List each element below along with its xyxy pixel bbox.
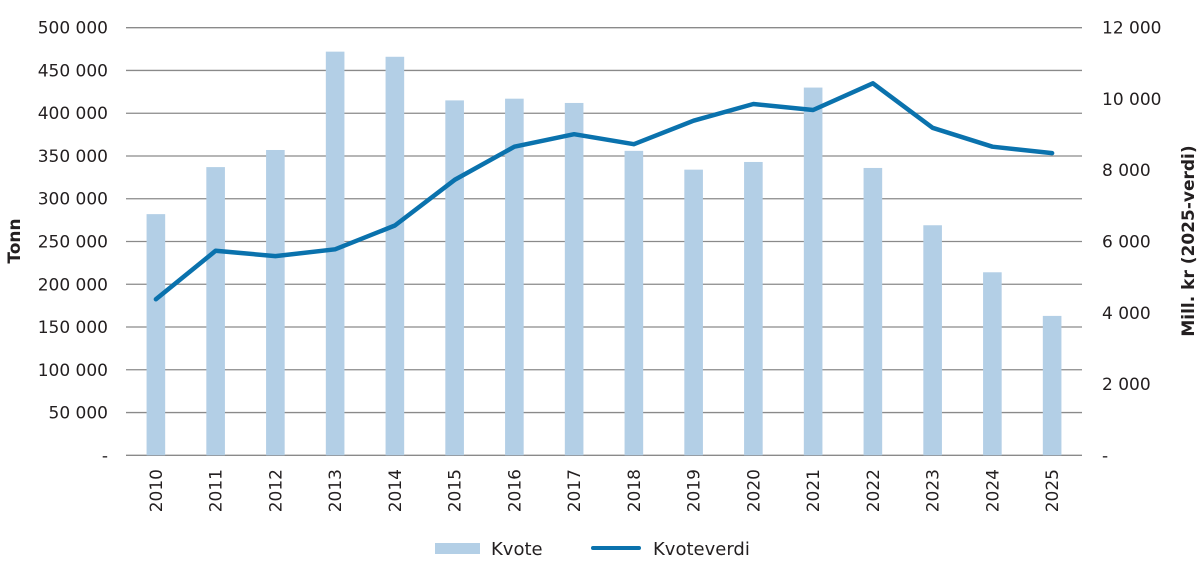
right-tick-label: 2 000 [1102,375,1151,395]
legend-label-kvoteverdi: Kvoteverdi [653,539,750,560]
left-tick-label: 400 000 [38,104,108,124]
bar-2015 [445,100,464,455]
legend-swatch-kvote [435,543,480,554]
left-tick-label: 250 000 [38,233,108,253]
legend: Kvote Kvoteverdi [435,539,750,560]
x-tick-label: 2024 [983,469,1003,512]
legend-label-kvote: Kvote [491,539,543,560]
bar-2012 [266,150,285,455]
x-tick-label: 2011 [207,469,227,512]
left-tick-label: 350 000 [38,147,108,167]
x-tick-label: 2021 [804,469,824,512]
bar-2022 [864,168,883,455]
bar-2021 [804,88,823,456]
x-tick-label: 2018 [625,469,645,512]
left-tick-label: 100 000 [38,361,108,381]
right-tick-label: 10 000 [1102,90,1161,110]
bar-2020 [744,162,763,455]
left-tick-label: 150 000 [38,318,108,338]
bar-2014 [386,57,405,456]
bar-2019 [684,170,703,456]
x-axis-ticks: 2010 2011 2012 2013 2014 2015 2016 2017 2018 2019… [147,469,1063,512]
right-tick-label: 4 000 [1102,304,1151,324]
right-axis-ticks: - 2 000 4 000 6 000 8 000 10 000 12 000 [1102,19,1161,467]
left-tick-label: 300 000 [38,190,108,210]
bar-2024 [983,272,1002,455]
left-tick-label: 500 000 [38,19,108,39]
left-tick-label: - [102,446,108,466]
right-tick-label: 6 000 [1102,233,1151,253]
line-series-kvoteverdi [156,83,1052,299]
right-tick-label: 8 000 [1102,161,1151,181]
bar-2013 [326,52,345,456]
x-tick-label: 2025 [1043,469,1063,512]
x-tick-label: 2012 [266,469,286,512]
bar-2023 [923,225,942,455]
x-tick-label: 2017 [565,469,585,512]
right-axis-label: Mill. kr (2025-verdi) [1179,145,1199,336]
x-tick-label: 2014 [386,469,406,512]
left-tick-label: 50 000 [49,404,108,424]
left-axis-ticks: - 50 000 100 000 150 000 200 000 250 000 300 0… [38,19,108,467]
x-tick-label: 2023 [924,469,944,512]
left-tick-label: 450 000 [38,61,108,81]
x-tick-label: 2013 [326,469,346,512]
x-tick-label: 2010 [147,469,167,512]
right-tick-label: - [1102,446,1108,466]
bar-2011 [206,167,225,455]
x-tick-label: 2022 [864,469,884,512]
bar-2010 [147,214,166,455]
bar-2025 [1043,316,1062,455]
bar-2018 [625,151,644,455]
left-axis-label: Tonn [5,218,25,263]
x-tick-label: 2015 [446,469,466,512]
right-tick-label: 12 000 [1102,19,1161,39]
x-tick-label: 2020 [744,469,764,512]
bar-2017 [565,103,584,455]
line-kvoteverdi [156,83,1052,299]
left-tick-label: 200 000 [38,275,108,295]
x-tick-label: 2016 [505,469,525,512]
x-tick-label: 2019 [685,469,705,512]
